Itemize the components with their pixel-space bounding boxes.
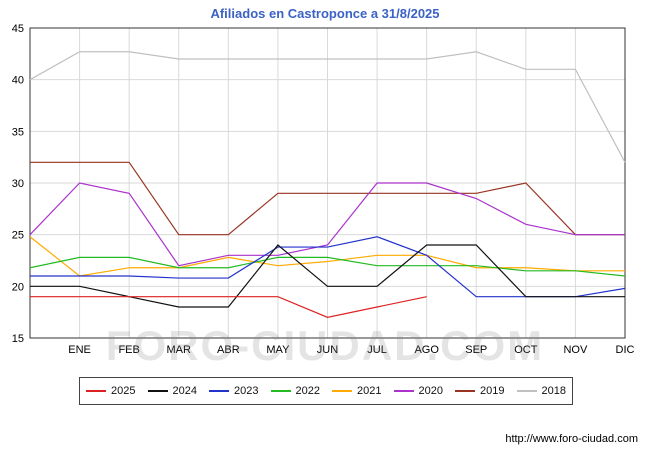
legend-label: 2018	[541, 385, 566, 397]
x-tick-label: SEP	[465, 344, 487, 356]
series-line-2019	[30, 161, 625, 236]
legend-swatch	[455, 390, 475, 392]
x-tick-label: MAR	[167, 344, 192, 356]
y-tick-label: 15	[12, 333, 24, 345]
series-line-2022	[29, 256, 626, 277]
legend-swatch	[332, 390, 352, 392]
legend-swatch	[270, 390, 291, 392]
series-line-2021	[29, 236, 625, 277]
y-tick-label: 45	[12, 23, 24, 35]
x-tick-label: DIC	[616, 344, 635, 356]
x-tick-label: JUN	[317, 344, 338, 356]
legend-label: 2024	[172, 385, 197, 397]
series-line-2025	[30, 296, 427, 318]
legend-swatch	[516, 390, 537, 392]
legend-label: 2023	[234, 385, 259, 397]
series-line-2020	[29, 182, 625, 267]
legend-label: 2021	[357, 385, 382, 397]
x-tick-label: JUL	[367, 344, 387, 356]
y-tick-label: 30	[12, 178, 24, 190]
footer-link[interactable]: http://www.foro-ciudad.com	[505, 433, 638, 445]
x-tick-label: MAY	[266, 344, 290, 356]
legend-swatch	[393, 390, 414, 392]
legend-item: 2019	[455, 385, 504, 397]
legend-item: 2024	[147, 385, 197, 397]
footer: http://www.foro-ciudad.com	[505, 433, 638, 445]
legend-item: 2021	[332, 385, 381, 397]
x-tick-label: OCT	[514, 344, 538, 356]
y-tick-label: 25	[12, 230, 24, 242]
x-tick-label: ABR	[217, 344, 240, 356]
legend-item: 2025	[86, 385, 135, 397]
y-tick-label: 20	[12, 281, 24, 293]
y-tick-label: 40	[12, 75, 24, 87]
legend-label: 2025	[111, 385, 136, 397]
x-tick-label: NOV	[563, 344, 588, 356]
chart-title: Afiliados en Castroponce a 31/8/2025	[210, 6, 440, 21]
plot-border	[29, 27, 626, 339]
x-tick-label: AGO	[414, 344, 439, 356]
legend-label: 2019	[480, 385, 505, 397]
legend-item: 2022	[270, 385, 320, 397]
legend-item: 2020	[393, 385, 443, 397]
legend-swatch	[147, 390, 168, 392]
x-tick-label: ENE	[68, 344, 91, 356]
x-tick-label: FEB	[118, 344, 139, 356]
legend-label: 2022	[295, 385, 320, 397]
y-tick-label: 35	[12, 126, 24, 138]
legend: 2025 2024 2023 2022 2021 2020 2019 2018	[79, 377, 573, 405]
legend-swatch	[86, 390, 106, 392]
legend-swatch	[209, 390, 229, 392]
legend-item: 2023	[209, 385, 258, 397]
legend-label: 2020	[418, 385, 443, 397]
legend-item: 2018	[516, 385, 566, 397]
series-line-2018	[29, 51, 626, 163]
